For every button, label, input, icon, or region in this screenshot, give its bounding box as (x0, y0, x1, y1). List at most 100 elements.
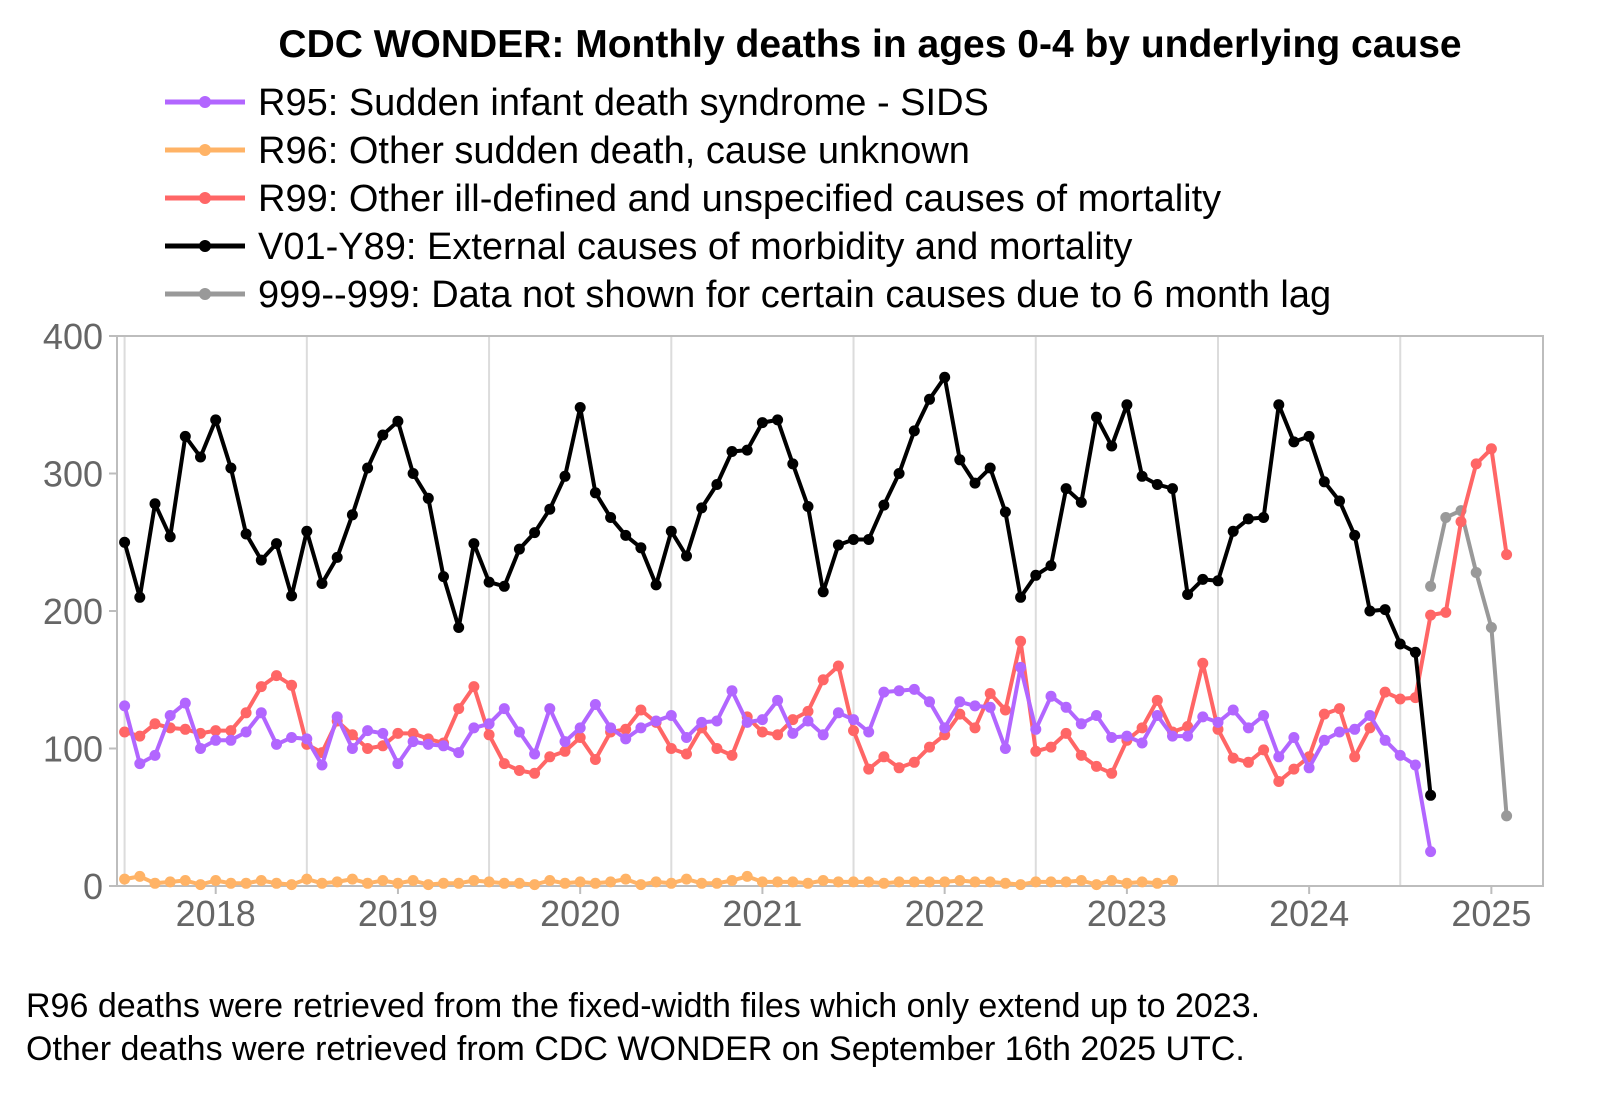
data-point (1440, 606, 1452, 618)
data-point (1136, 470, 1148, 482)
data-point (574, 722, 586, 734)
x-tick-label-2021: 2021 (722, 893, 802, 934)
data-point (1409, 646, 1421, 658)
data-point (225, 462, 237, 474)
data-point (346, 873, 358, 885)
data-point (817, 586, 829, 598)
data-point (1091, 879, 1102, 891)
data-point (939, 722, 951, 734)
data-point (1106, 440, 1118, 452)
data-point (134, 591, 146, 603)
data-point (1334, 703, 1345, 715)
series-3 (119, 443, 1513, 787)
data-point (787, 876, 799, 888)
data-point (1470, 458, 1482, 470)
data-point (392, 877, 404, 889)
data-point (726, 446, 738, 457)
data-point (1030, 723, 1042, 735)
data-point (498, 877, 510, 889)
data-point (1106, 732, 1118, 743)
data-point (787, 458, 799, 470)
data-point (802, 715, 814, 727)
data-point (832, 707, 844, 719)
data-point (1364, 605, 1376, 617)
data-point (817, 729, 829, 741)
data-point (179, 697, 191, 709)
data-point (681, 732, 692, 743)
data-point (878, 499, 890, 511)
y-tick-label-0: 0 (83, 866, 103, 907)
data-point (438, 571, 449, 583)
data-point (924, 741, 935, 753)
data-point (772, 729, 784, 741)
data-point (331, 711, 343, 723)
data-point (984, 462, 996, 474)
series-2 (119, 870, 1178, 891)
data-point (908, 756, 920, 768)
data-point (1258, 744, 1270, 756)
data-point (210, 734, 222, 746)
data-point (483, 576, 495, 588)
data-point (119, 536, 131, 548)
data-point (969, 700, 981, 712)
data-point (240, 528, 252, 540)
data-point (756, 726, 768, 738)
data-point (513, 877, 525, 889)
data-point (772, 694, 784, 706)
data-point (1197, 573, 1209, 585)
data-point (1136, 722, 1148, 734)
plot-frame (116, 335, 1544, 887)
data-point (620, 873, 632, 885)
data-point (559, 877, 571, 889)
data-point (134, 758, 146, 770)
data-point (1075, 875, 1087, 886)
data-point (1075, 749, 1087, 761)
data-point (665, 710, 677, 721)
data-point (650, 715, 662, 727)
data-point (681, 550, 692, 562)
data-point (1212, 716, 1224, 728)
data-point (696, 716, 708, 728)
data-point (802, 877, 814, 889)
legend-marker-2 (199, 144, 211, 156)
data-point (1334, 726, 1345, 738)
data-point (513, 765, 525, 776)
data-point (210, 725, 222, 737)
data-point (301, 873, 313, 885)
data-point (1045, 690, 1057, 702)
data-point (954, 875, 966, 886)
data-point (1197, 657, 1209, 669)
data-point (453, 622, 465, 633)
data-point (1364, 722, 1376, 734)
x-tick-label-2019: 2019 (358, 893, 438, 934)
data-point (817, 674, 829, 686)
data-point (483, 729, 495, 741)
data-point (119, 700, 131, 712)
data-point (1318, 476, 1330, 488)
data-point (1030, 876, 1042, 888)
data-point (1425, 846, 1437, 858)
data-point (377, 727, 389, 739)
data-point (240, 877, 252, 889)
data-point (756, 417, 768, 429)
data-point (301, 733, 313, 745)
data-point (893, 685, 905, 697)
data-point (650, 579, 662, 591)
data-point (513, 726, 525, 738)
data-point (119, 873, 131, 885)
data-point (756, 714, 768, 726)
data-point (407, 468, 419, 479)
x-tick-label-2025: 2025 (1451, 893, 1531, 934)
data-point (483, 718, 495, 730)
data-point (635, 704, 647, 716)
data-point (999, 877, 1011, 889)
x-tick-label-2023: 2023 (1087, 893, 1167, 934)
data-point (999, 743, 1011, 754)
data-point (711, 743, 723, 754)
data-point (1334, 495, 1345, 507)
data-point (119, 726, 131, 738)
data-point (620, 529, 632, 541)
data-point (544, 751, 556, 763)
data-point (559, 470, 571, 482)
